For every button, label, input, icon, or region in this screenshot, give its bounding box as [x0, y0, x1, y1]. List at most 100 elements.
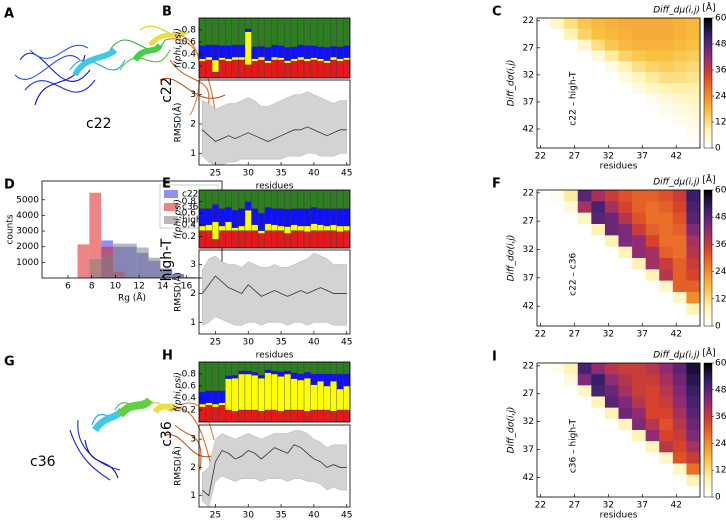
heatmap-cell: [686, 104, 701, 116]
bar-segment: [211, 189, 219, 205]
heatmap-cell: [604, 407, 619, 420]
y-tick-label: 27: [523, 389, 534, 399]
bar-segment: [290, 17, 298, 47]
heatmap-cell: [672, 190, 687, 202]
bar-segment: [323, 409, 331, 423]
heatmap-cell: [632, 258, 646, 270]
bar-segment: [225, 189, 232, 208]
bar-segment: [297, 208, 305, 227]
rmsd-band: [202, 252, 347, 326]
bar-segment: [218, 225, 226, 231]
heatmap-cell: [591, 212, 606, 225]
bar-segment: [343, 225, 351, 231]
y-axis-label: f(phi,psi): [174, 28, 184, 68]
x-tick-label: 42: [671, 152, 682, 162]
heatmap-cell: [591, 396, 606, 408]
heatmap-cell: [632, 61, 646, 73]
bar-segment: [336, 231, 344, 249]
heatmap-cell: [577, 385, 592, 397]
bar-segment: [277, 225, 285, 231]
legend-label: c22: [182, 190, 198, 200]
heatmap-cell: [686, 39, 701, 51]
x-tick-label: 40: [308, 338, 320, 348]
bar-segment: [317, 17, 324, 47]
x-tick-label: 35: [275, 511, 286, 520]
colorbar-tick-label: 48: [715, 213, 726, 223]
y-tick-label: 37: [523, 445, 534, 455]
bar-segment: [264, 361, 272, 370]
heatmap-cell: [550, 190, 565, 202]
heatmap-cell: [659, 72, 674, 84]
y-axis-label: RMSD(Å): [172, 272, 184, 312]
heatmap-cell: [564, 212, 579, 225]
heatmap-cell: [645, 441, 660, 453]
hist-bar: [101, 254, 114, 278]
bar-segment: [251, 409, 259, 423]
rmsd-line: [202, 126, 347, 143]
colorbar-tick-label: 24: [715, 267, 726, 277]
heatmap-cell: [686, 474, 701, 487]
heatmap-cell: [604, 18, 619, 30]
bar-segment: [231, 375, 239, 379]
x-tick-label: 10: [110, 282, 122, 292]
bar-segment: [323, 47, 331, 61]
heatmap-cell: [672, 430, 687, 442]
colorbar-tick-label: 36: [715, 240, 726, 250]
heatmap-cell: [659, 61, 674, 73]
heatmap-cell: [632, 441, 646, 453]
heatmap-cell: [645, 93, 660, 105]
heatmap-cell: [686, 235, 701, 247]
heatmap-cell: [686, 363, 701, 375]
heatmap-cell: [645, 430, 660, 442]
colorbar-unit: [Å]: [702, 2, 715, 14]
x-tick-label: 32: [603, 501, 614, 511]
colorbar: [703, 189, 713, 327]
bar-segment: [238, 409, 246, 423]
bar-segment: [251, 375, 259, 411]
heatmap-cell: [672, 396, 687, 408]
x-tick-label: 37: [637, 330, 648, 340]
heatmap-cell: [618, 385, 633, 397]
heatmap-cell: [618, 246, 633, 259]
y-axis-label: RMSD(Å): [172, 103, 184, 143]
heatmap-cell: [672, 18, 687, 30]
bar-segment: [211, 361, 219, 391]
bar-segment: [198, 17, 206, 46]
bar-segment: [238, 370, 246, 375]
bar-segment: [238, 208, 246, 227]
bar-segment: [336, 388, 344, 411]
bar-segment: [310, 207, 318, 224]
y-tick-label: 3: [190, 435, 196, 445]
heatmap-cell: [686, 441, 701, 453]
bar-segment: [317, 189, 324, 209]
x-axis-label: Rg (Å): [118, 292, 146, 304]
y-tick-label: 27: [523, 43, 534, 53]
y-tick-label: 1: [190, 149, 196, 159]
bar-segment: [225, 17, 232, 46]
colorbar-tick-label: 48: [715, 40, 726, 50]
heatmap-cell: [564, 363, 579, 375]
bar-segment: [323, 373, 331, 387]
colorbar: [703, 17, 713, 149]
heatmap-cell: [632, 39, 646, 51]
bar-segment: [290, 409, 298, 423]
x-tick-label: 32: [603, 330, 614, 340]
heatmap-cell: [672, 363, 687, 375]
heatmap-cell: [672, 280, 687, 293]
heatmap-cell: [672, 407, 687, 420]
heatmap-cell: [591, 18, 606, 30]
x-tick-label: 22: [535, 330, 546, 340]
x-tick-label: 35: [275, 338, 286, 348]
bar-segment: [310, 384, 318, 411]
heatmap-cell: [537, 363, 551, 375]
heatmap-cell: [591, 28, 606, 40]
bar-segment: [330, 381, 338, 412]
bar-segment: [297, 409, 305, 423]
bar-segment: [251, 372, 259, 376]
heatmap-cell: [604, 385, 619, 397]
bar-segment: [284, 189, 292, 210]
colorbar-unit: [Å]: [702, 347, 715, 359]
heatmap-cell: [632, 212, 646, 225]
colorbar-tick-label: 12: [715, 466, 726, 476]
bar-segment: [330, 56, 338, 61]
